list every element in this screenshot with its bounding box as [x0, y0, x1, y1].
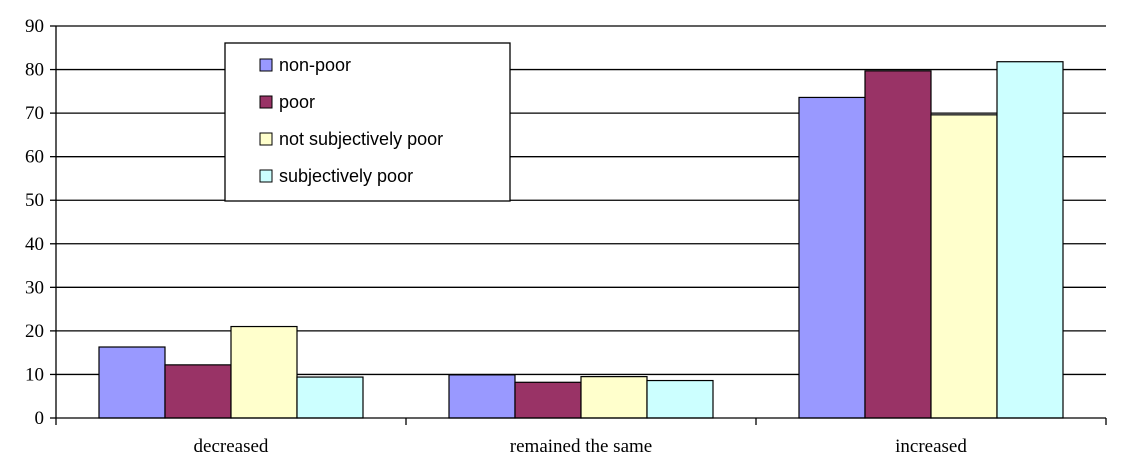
bar-poor-decreased [164, 364, 232, 419]
y-tick-label: 0 [35, 408, 45, 429]
bar-poor-increased [864, 70, 932, 419]
axes [55, 26, 1106, 419]
y-tick-label: 10 [25, 364, 44, 385]
bar-subjectively-poor-increased [996, 61, 1064, 419]
bar-not-subjectively-poor-increased [930, 114, 998, 419]
bar-not-subjectively-poor-remained-the-same [580, 376, 648, 419]
bar-subjectively-poor-decreased [296, 376, 364, 419]
legend-swatch [259, 169, 273, 183]
y-axis-ticks: 0 10 20 30 40 50 60 70 80 90 [25, 16, 56, 429]
legend-label: non-poor [279, 55, 351, 75]
bar-poor-remained-the-same [514, 381, 582, 419]
x-axis-ticks: decreased remained the same increased [55, 418, 1107, 457]
y-tick-label: 40 [25, 234, 44, 255]
legend-label: subjectively poor [279, 166, 413, 186]
bar-non-poor-increased [798, 96, 866, 419]
y-tick-label: 70 [25, 103, 44, 124]
legend-swatch [259, 132, 273, 146]
legend: non-poor poor not subjectively poor subject… [224, 42, 511, 202]
x-tick-label: remained the same [510, 436, 652, 457]
y-tick-label: 80 [25, 60, 44, 81]
bar-non-poor-decreased [98, 346, 166, 419]
legend-swatch [259, 95, 273, 109]
bar-subjectively-poor-remained-the-same [646, 379, 714, 419]
y-tick-label: 60 [25, 147, 44, 168]
bar-non-poor-remained-the-same [448, 374, 516, 419]
y-tick-label: 50 [25, 190, 44, 211]
x-tick-label: increased [895, 436, 967, 457]
bars [98, 61, 1064, 419]
legend-label: not subjectively poor [279, 129, 443, 149]
y-tick-label: 90 [25, 16, 44, 37]
legend-swatch [259, 58, 273, 72]
y-tick-label: 30 [25, 277, 44, 298]
legend-label: poor [279, 92, 315, 112]
y-tick-label: 20 [25, 321, 44, 342]
bar-not-subjectively-poor-decreased [230, 325, 298, 419]
x-tick-label: decreased [194, 436, 269, 457]
